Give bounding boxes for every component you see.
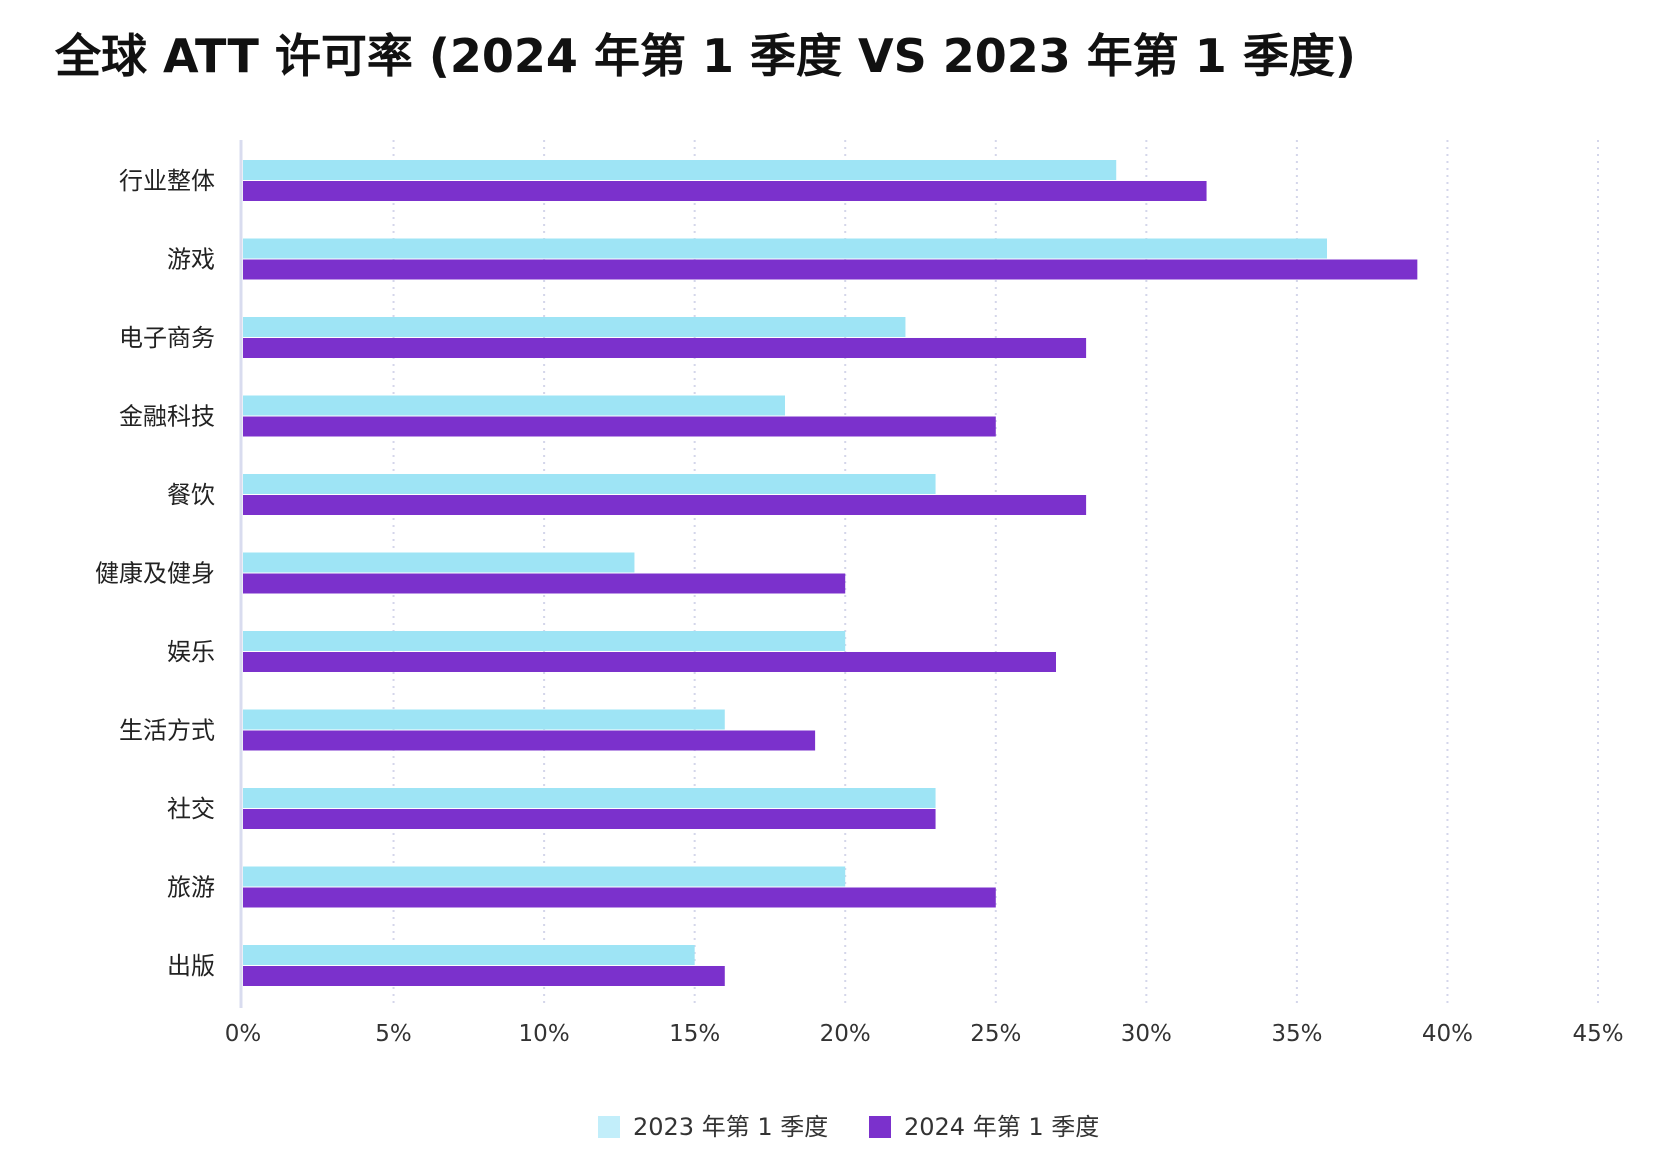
x-tick-labels: 0% 5% 10% 15% 20% 25% 30% 35% 40% 45% (225, 1021, 1624, 1047)
category-label: 健康及健身 (95, 560, 215, 588)
bar-2023 (243, 160, 1117, 180)
bar-2024 (243, 338, 1087, 358)
bar-2023 (243, 788, 936, 808)
category-label: 餐饮 (167, 481, 215, 509)
bar-2023 (243, 631, 846, 651)
bar-2024 (243, 966, 725, 986)
bar-2024 (243, 416, 996, 437)
bar-2024 (243, 809, 936, 829)
category-label: 金融科技 (119, 403, 215, 431)
bar-2024 (243, 495, 1087, 515)
bar-2024 (243, 573, 846, 594)
x-tick-label: 45% (1572, 1021, 1623, 1047)
category-label: 游戏 (167, 246, 215, 274)
bar-2023 (243, 552, 635, 573)
x-tick-label: 25% (970, 1021, 1021, 1047)
category-label: 娱乐 (167, 638, 215, 666)
bar-2024 (243, 887, 996, 908)
bar-2024 (243, 259, 1418, 280)
legend-swatch (598, 1116, 620, 1138)
category-label: 行业整体 (119, 167, 215, 195)
bar-2023 (243, 317, 906, 337)
x-tick-label: 15% (669, 1021, 720, 1047)
bars (243, 160, 1418, 986)
legend-swatch (869, 1116, 891, 1138)
x-tick-label: 5% (375, 1021, 412, 1047)
x-tick-label: 10% (519, 1021, 570, 1047)
x-tick-label: 0% (225, 1021, 262, 1047)
chart-title: 全球 ATT 许可率 (2024 年第 1 季度 VS 2023 年第 1 季度… (54, 29, 1356, 83)
legend-label: 2023 年第 1 季度 (633, 1113, 828, 1141)
x-tick-label: 20% (820, 1021, 871, 1047)
legend-label: 2024 年第 1 季度 (904, 1113, 1099, 1141)
bar-2024 (243, 181, 1207, 201)
x-tick-label: 40% (1422, 1021, 1473, 1047)
bar-2023 (243, 866, 846, 887)
bar-2023 (243, 395, 785, 416)
category-label: 电子商务 (119, 324, 215, 352)
category-label: 出版 (167, 952, 215, 980)
bar-2023 (243, 709, 725, 730)
category-label: 社交 (167, 795, 215, 823)
bar-2023 (243, 238, 1327, 259)
category-label: 生活方式 (119, 717, 215, 745)
x-tick-label: 35% (1271, 1021, 1322, 1047)
bar-2023 (243, 945, 695, 965)
bar-2024 (243, 730, 816, 751)
bar-2023 (243, 474, 936, 494)
x-tick-label: 30% (1121, 1021, 1172, 1047)
legend: 2023 年第 1 季度 2024 年第 1 季度 (598, 1113, 1099, 1141)
category-label: 旅游 (167, 874, 215, 902)
bar-2024 (243, 652, 1056, 672)
